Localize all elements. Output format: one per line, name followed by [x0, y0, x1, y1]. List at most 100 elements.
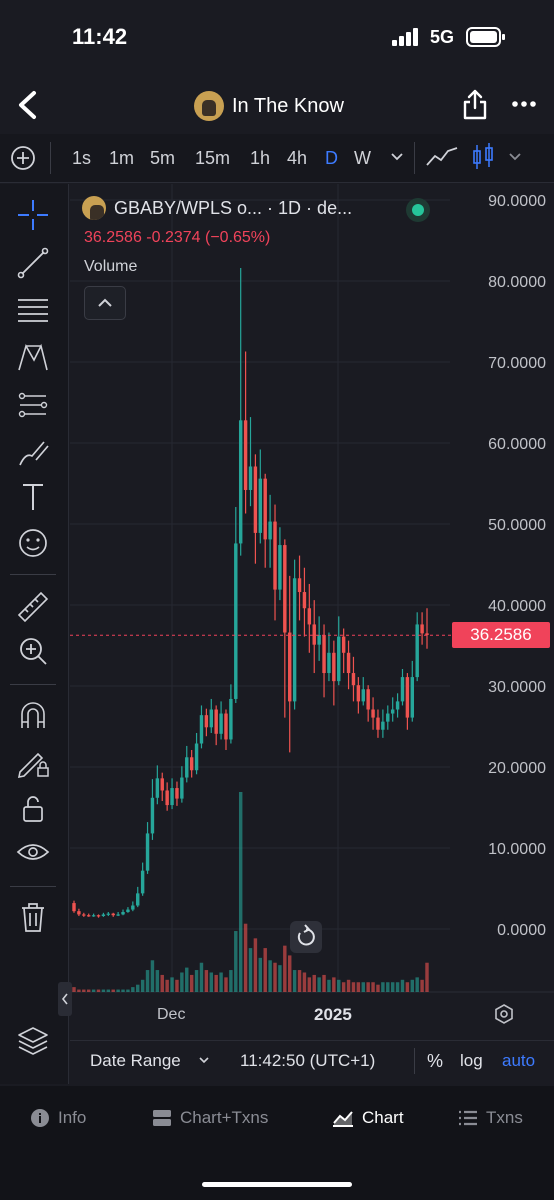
- more-icon[interactable]: [512, 100, 536, 108]
- candle-body: [175, 788, 179, 799]
- ruler-icon[interactable]: [14, 588, 52, 626]
- volume-bar: [219, 972, 223, 992]
- candle-body: [165, 790, 169, 806]
- timeframe-1h[interactable]: 1h: [250, 148, 271, 168]
- expand-toolbar-handle[interactable]: [58, 982, 72, 1016]
- volume-bar: [82, 989, 86, 992]
- volume-bar: [327, 979, 331, 992]
- volume-bar: [170, 977, 174, 992]
- chevron-down-icon[interactable]: [198, 1056, 210, 1066]
- log-scale-toggle[interactable]: log: [460, 1051, 483, 1070]
- candle-body: [366, 689, 370, 710]
- price-chart[interactable]: 90.0000 80.0000 70.0000 60.0000 50.0000 40.00…: [70, 184, 554, 1040]
- unlock-icon[interactable]: [14, 790, 52, 828]
- network-label: 5G: [430, 27, 455, 47]
- volume-bar: [160, 974, 164, 992]
- back-icon[interactable]: [14, 90, 40, 120]
- volume-bar: [140, 979, 145, 992]
- candle-body: [268, 521, 272, 540]
- candle-body: [86, 915, 91, 917]
- layers-icon[interactable]: [14, 1022, 52, 1060]
- share-icon[interactable]: [462, 88, 488, 120]
- tab-bar: [0, 1086, 554, 1200]
- timezone-clock[interactable]: 11:42:50 (UTC+1): [240, 1051, 376, 1070]
- candle-body: [77, 911, 81, 915]
- forecast-icon[interactable]: [14, 386, 52, 424]
- divider: [414, 142, 415, 174]
- candle-body: [371, 709, 375, 718]
- brush-icon[interactable]: [14, 434, 52, 472]
- chevron-down-icon[interactable]: [508, 152, 522, 162]
- split-icon: [153, 1110, 171, 1126]
- candle-body: [121, 911, 125, 915]
- candle-body: [337, 636, 341, 682]
- volume-bar: [91, 989, 96, 992]
- x-axis-label-2025: 2025: [314, 1005, 352, 1024]
- volume-bar: [278, 965, 282, 992]
- timeframe-4h[interactable]: 4h: [287, 148, 308, 168]
- magnet-icon[interactable]: [14, 696, 52, 734]
- volume-bar: [405, 982, 410, 992]
- timeframe-d[interactable]: D: [325, 148, 338, 168]
- home-indicator: [202, 1182, 352, 1187]
- volume-bar: [263, 948, 267, 992]
- header-title-group: In The Know: [194, 90, 344, 122]
- candle-body: [258, 478, 263, 533]
- y-tick-label: 20.0000: [488, 760, 546, 777]
- candles-icon[interactable]: [470, 142, 496, 172]
- symbol-legend[interactable]: GBABY/WPLS o... · 1D · de...: [82, 196, 352, 220]
- timeframe-5m[interactable]: 5m: [150, 148, 176, 168]
- candle-body: [101, 914, 106, 917]
- chevron-down-icon[interactable]: [390, 152, 404, 162]
- candle-body: [238, 420, 243, 544]
- candle-body: [219, 713, 223, 734]
- auto-scale-toggle[interactable]: auto: [502, 1051, 536, 1070]
- timeframe-1m[interactable]: 1m: [109, 148, 135, 168]
- candle-body: [292, 578, 297, 702]
- text-icon[interactable]: [14, 478, 52, 516]
- tab-chart[interactable]: Chart: [332, 1108, 404, 1128]
- divider: [414, 1048, 415, 1074]
- fib-retracement-icon[interactable]: [14, 292, 52, 330]
- volume-bar: [131, 987, 135, 992]
- candle-body: [332, 652, 336, 682]
- timeframe-15m[interactable]: 15m: [195, 148, 231, 168]
- tab-info[interactable]: Info: [30, 1108, 86, 1128]
- trend-line-icon[interactable]: [14, 244, 52, 282]
- pattern-icon[interactable]: [14, 338, 52, 376]
- candle-body: [341, 636, 346, 653]
- date-controls: [70, 1040, 554, 1085]
- percent-scale-toggle[interactable]: %: [427, 1051, 444, 1071]
- y-tick-label: 30.0000: [488, 679, 546, 696]
- tab-chart-txns[interactable]: Chart+Txns: [152, 1108, 268, 1128]
- volume-bar: [248, 948, 253, 992]
- volume-bar: [175, 979, 179, 992]
- candle-body: [150, 797, 155, 834]
- volume-bar: [371, 982, 375, 992]
- timeframe-1s[interactable]: 1s: [72, 148, 92, 168]
- reset-chart-button[interactable]: [290, 921, 322, 953]
- volume-bar: [410, 979, 415, 992]
- eye-icon[interactable]: [14, 834, 52, 872]
- collapse-legend-button[interactable]: [84, 286, 126, 320]
- volume-bar: [243, 923, 248, 992]
- candle-body: [263, 478, 267, 540]
- candle-body: [189, 757, 194, 771]
- crosshair-icon[interactable]: [14, 196, 52, 234]
- date-range-button[interactable]: Date Range: [90, 1051, 181, 1070]
- tab-txns[interactable]: Txns: [458, 1108, 523, 1128]
- candle-body: [140, 870, 145, 894]
- settings-icon[interactable]: [492, 1002, 516, 1026]
- volume-bar: [155, 970, 160, 992]
- volume-bar: [420, 979, 424, 992]
- candle-body: [96, 915, 101, 917]
- emoji-icon[interactable]: [14, 524, 52, 562]
- volume-bar: [185, 967, 189, 992]
- zoom-in-icon[interactable]: [14, 632, 52, 670]
- line-chart-icon[interactable]: [426, 146, 458, 168]
- add-indicator-icon[interactable]: [10, 145, 36, 171]
- trash-icon[interactable]: [14, 898, 52, 936]
- timeframe-w[interactable]: W: [354, 148, 371, 168]
- candle-body: [312, 624, 316, 645]
- lock-drawing-icon[interactable]: [14, 742, 52, 780]
